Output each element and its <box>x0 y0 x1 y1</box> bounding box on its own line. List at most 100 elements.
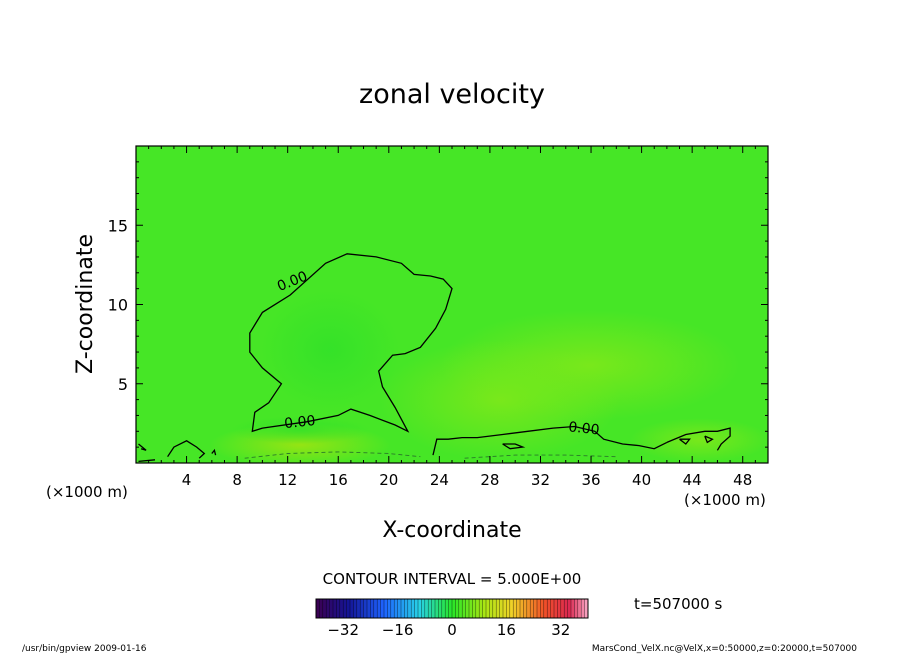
colorbar-tick-label: 32 <box>551 621 570 639</box>
zero-contour <box>138 459 156 463</box>
colorbar-cell <box>469 599 473 618</box>
colorbar-cell <box>489 599 494 618</box>
chart-title: zonal velocity <box>359 79 545 110</box>
colorbar-cell <box>557 599 562 618</box>
colorbar-tick-label: −32 <box>327 621 359 639</box>
y-axis-ticks: 5 10 15 <box>108 161 768 448</box>
colorbar-cells <box>315 599 589 618</box>
colorbar-cell <box>384 599 388 618</box>
colorbar-cell <box>577 599 582 618</box>
colorbar-cell <box>492 599 497 618</box>
negative-contour <box>464 454 617 459</box>
colorbar-cell <box>401 599 405 618</box>
colorbar-cell <box>506 599 511 618</box>
x-tick-label: 4 <box>182 471 192 489</box>
colorbar-cell <box>336 599 341 618</box>
colorbar-cell <box>316 599 320 618</box>
colorbar-cell <box>472 599 477 618</box>
colorbar-cell <box>455 599 460 618</box>
x-tick-label: 8 <box>232 471 242 489</box>
colorbar-cell <box>567 599 572 618</box>
y-tick-label: 5 <box>118 375 128 394</box>
zero-contour <box>679 438 691 445</box>
x-tick-label: 20 <box>379 471 398 489</box>
x-tick-label: 24 <box>430 471 449 489</box>
colorbar-cell <box>380 599 385 618</box>
colorbar-cell <box>564 599 568 618</box>
zero-contour <box>432 425 668 456</box>
colorbar-cell <box>373 599 378 618</box>
colorbar-cell <box>329 599 334 618</box>
colorbar-cell <box>411 599 415 618</box>
colorbar-cell <box>367 599 371 618</box>
x-tick-label: 40 <box>632 471 651 489</box>
x-unit-left: (×1000 m) <box>46 483 128 501</box>
colorbar-tick-label: 0 <box>447 621 457 639</box>
colorbar-cell <box>346 599 351 618</box>
colorbar-cell <box>319 599 324 618</box>
colorbar-cell <box>513 599 517 618</box>
colorbar-cell <box>333 599 337 618</box>
colorbar-cell <box>530 599 534 618</box>
colorbar-cell <box>496 599 500 618</box>
colorbar-cell <box>581 599 585 618</box>
x-tick-label: 48 <box>733 471 752 489</box>
x-tick-label: 44 <box>683 471 702 489</box>
x-tick-label: 16 <box>329 471 348 489</box>
x-tick-label: 28 <box>480 471 499 489</box>
colorbar-cell <box>486 599 490 618</box>
colorbar-cell <box>431 599 436 618</box>
colorbar-cell <box>397 599 402 618</box>
colorbar-tick-label: 16 <box>497 621 516 639</box>
x-unit-right: (×1000 m) <box>684 491 766 509</box>
colorbar-cell <box>537 599 541 618</box>
colorbar-cell <box>520 599 524 618</box>
colorbar-cell <box>526 599 531 618</box>
zero-contour <box>666 427 731 451</box>
colorbar-cell <box>452 599 456 618</box>
colorbar-cell <box>445 599 449 618</box>
colorbar: −32 −16 0 16 32 <box>315 598 589 639</box>
colorbar-cell <box>533 599 538 618</box>
colorbar-cell <box>465 599 470 618</box>
colorbar-frame <box>315 598 589 619</box>
colorbar-cell <box>543 599 548 618</box>
colorbar-cell <box>370 599 375 618</box>
x-tick-label: 32 <box>531 471 550 489</box>
x-axis-ticks: 4 8 12 16 20 24 28 32 36 40 44 48 <box>148 146 756 489</box>
plot-area: 0.000.00 0.00 4 8 12 16 20 24 28 32 36 40 44 48 5101… <box>108 145 769 489</box>
colorbar-cell <box>404 599 409 618</box>
colorbar-cell <box>343 599 347 618</box>
colorbar-cell <box>479 599 483 618</box>
contour-label: 0.00 <box>284 413 317 432</box>
heatmap-shading <box>210 290 768 463</box>
colorbar-cell <box>560 599 565 618</box>
colorbar-cell <box>540 599 545 618</box>
colorbar-cell <box>462 599 466 618</box>
colorbar-cell <box>394 599 398 618</box>
colorbar-cell <box>499 599 504 618</box>
colorbar-cell <box>509 599 514 618</box>
zero-contour <box>704 435 714 444</box>
colorbar-cell <box>350 599 354 618</box>
colorbar-cell <box>547 599 551 618</box>
contour-interval-text: CONTOUR INTERVAL = 5.000E+00 <box>323 570 582 588</box>
colorbar-cell <box>550 599 555 618</box>
colorbar-cell <box>377 599 381 618</box>
colorbar-tick-label: −16 <box>382 621 414 639</box>
colorbar-cell <box>326 599 330 618</box>
colorbar-cell <box>414 599 419 618</box>
colorbar-cell <box>418 599 422 618</box>
zero-contour <box>211 448 217 456</box>
contour-lines <box>138 253 731 463</box>
colorbar-cell <box>574 599 579 618</box>
colorbar-cell <box>407 599 412 618</box>
colorbar-cell <box>448 599 453 618</box>
y-tick-label: 10 <box>108 296 128 315</box>
colorbar-cell <box>424 599 429 618</box>
colorbar-cell <box>363 599 368 618</box>
y-axis-label: Z-coordinate <box>73 234 98 374</box>
zero-contour <box>167 440 206 459</box>
colorbar-cell <box>516 599 521 618</box>
